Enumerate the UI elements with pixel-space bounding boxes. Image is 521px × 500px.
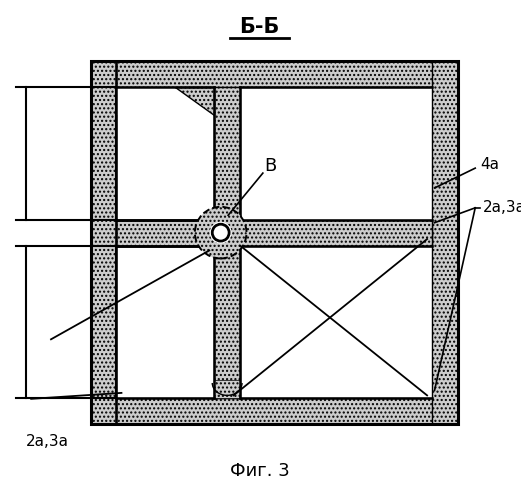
Circle shape: [212, 224, 229, 241]
Circle shape: [210, 222, 232, 244]
Text: Фиг. 3: Фиг. 3: [230, 462, 289, 480]
Text: 4а: 4а: [480, 156, 499, 172]
Bar: [91, 398, 458, 423]
Bar: [432, 62, 458, 424]
Bar: [240, 88, 432, 220]
Bar: [240, 246, 432, 398]
Bar: [91, 62, 117, 424]
Bar: [117, 88, 214, 220]
Text: 2а,3а: 2а,3а: [482, 200, 521, 216]
Bar: [91, 62, 458, 88]
Text: 2а,3а: 2а,3а: [26, 434, 69, 448]
Text: Б-Б: Б-Б: [239, 16, 280, 36]
Bar: [117, 246, 214, 398]
Circle shape: [195, 207, 246, 258]
Bar: [214, 380, 240, 398]
Bar: [117, 88, 175, 115]
Bar: [117, 220, 432, 246]
Polygon shape: [175, 88, 214, 115]
Bar: [91, 62, 458, 424]
Bar: [214, 88, 240, 398]
Text: В: В: [264, 156, 277, 174]
